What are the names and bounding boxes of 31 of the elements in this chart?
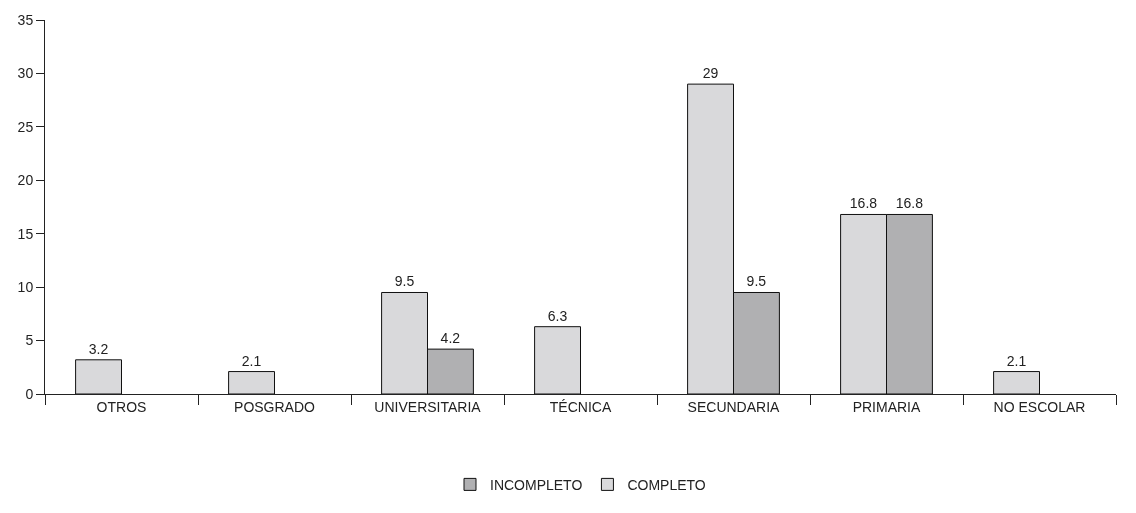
legend-label: INCOMPLETO — [490, 476, 583, 493]
y-tick-label: 30 — [17, 65, 34, 82]
bar — [534, 326, 581, 394]
legend-label: COMPLETO — [627, 476, 706, 493]
data-label: 3.2 — [88, 340, 109, 357]
data-label: 6.3 — [547, 307, 568, 324]
x-tick-label: TÉCNICA — [549, 398, 612, 415]
data-label: 9.5 — [394, 273, 415, 290]
x-tick-label: NO ESCOLAR — [993, 398, 1086, 415]
data-label: 16.8 — [849, 195, 878, 212]
y-tick-label: 25 — [17, 118, 34, 135]
x-tick-label: POSGRADO — [234, 398, 316, 415]
data-label: 2.1 — [1006, 352, 1027, 369]
x-tick-label: SECUNDARIA — [687, 398, 781, 415]
data-label: 4.2 — [440, 330, 461, 347]
bar — [75, 359, 122, 394]
bar — [993, 371, 1040, 394]
y-tick-label: 15 — [17, 225, 34, 242]
y-tick-label: 0 — [25, 385, 34, 402]
x-tick-label: OTROS — [96, 398, 147, 415]
y-tick-label: 35 — [17, 11, 34, 28]
data-label: 16.8 — [895, 195, 924, 212]
data-label: 29 — [702, 65, 719, 82]
y-tick-label: 5 — [25, 332, 34, 349]
x-tick-label: UNIVERSITARIA — [374, 398, 482, 415]
x-tick-label: PRIMARIA — [852, 398, 921, 415]
data-label: 2.1 — [241, 352, 262, 369]
y-tick-label: 20 — [17, 172, 34, 189]
y-tick-label: 10 — [17, 279, 34, 296]
bar — [228, 371, 275, 394]
data-label: 9.5 — [746, 273, 767, 290]
